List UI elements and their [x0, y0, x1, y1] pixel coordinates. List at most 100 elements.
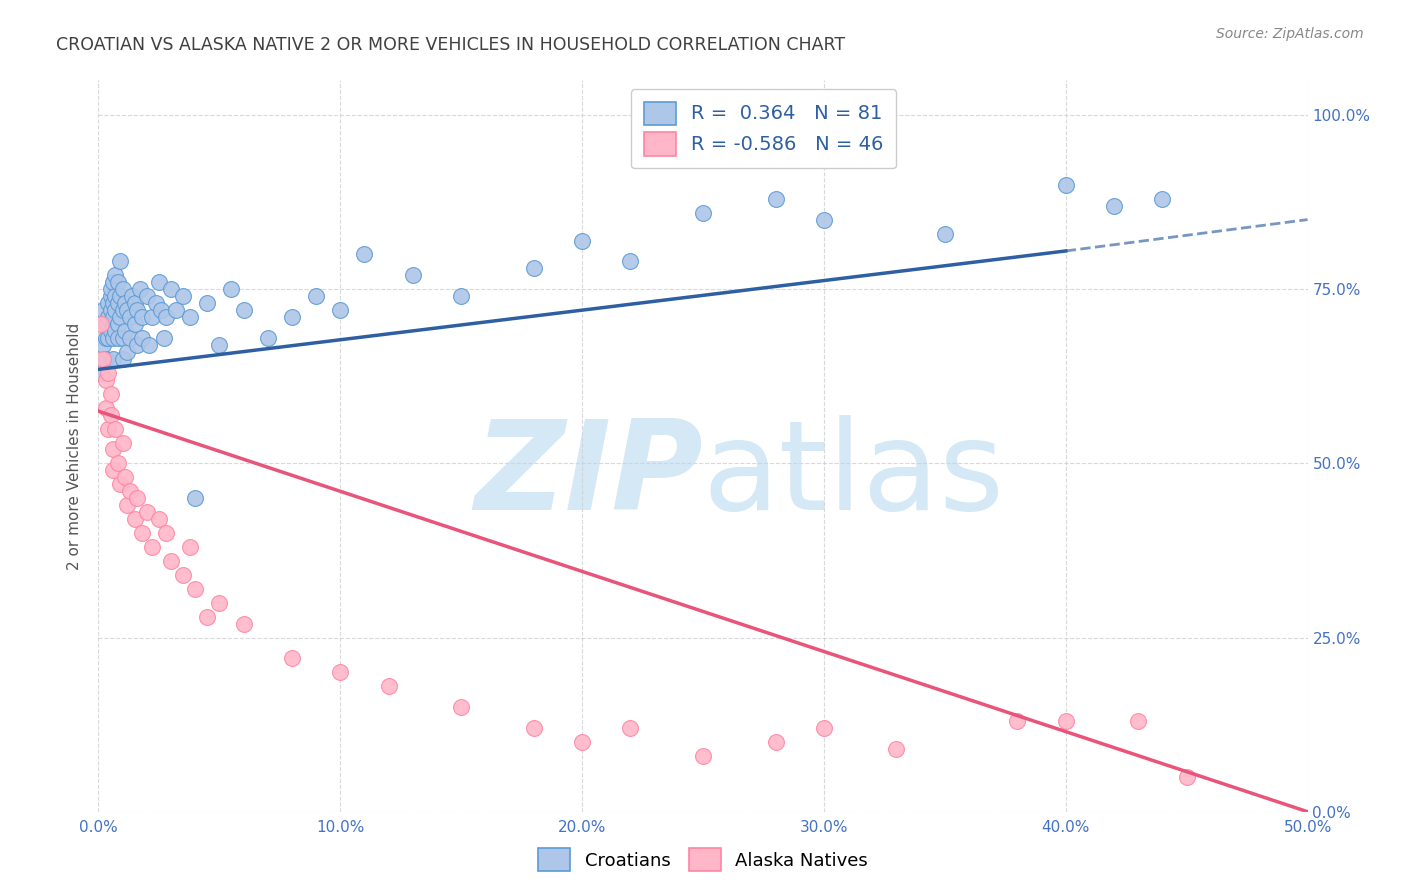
Point	[305, 289, 328, 303]
Point	[402, 268, 425, 283]
Point	[107, 457, 129, 471]
Point	[114, 296, 136, 310]
Point	[934, 227, 956, 241]
Point	[91, 338, 114, 352]
Point	[104, 289, 127, 303]
Point	[353, 247, 375, 261]
Point	[101, 442, 124, 457]
Point	[107, 317, 129, 331]
Y-axis label: 2 or more Vehicles in Household: 2 or more Vehicles in Household	[67, 322, 83, 570]
Point	[111, 435, 134, 450]
Point	[256, 331, 278, 345]
Point	[179, 310, 201, 325]
Point	[886, 742, 908, 756]
Point	[104, 324, 127, 338]
Point	[450, 700, 472, 714]
Point	[1054, 178, 1077, 192]
Point	[100, 408, 122, 422]
Point	[108, 310, 131, 325]
Point	[111, 331, 134, 345]
Point	[97, 366, 120, 380]
Point	[1054, 714, 1077, 728]
Point	[124, 296, 146, 310]
Point	[107, 331, 129, 345]
Point	[104, 303, 127, 318]
Point	[141, 310, 163, 325]
Point	[160, 554, 183, 568]
Point	[90, 317, 112, 331]
Point	[765, 735, 787, 749]
Point	[94, 401, 117, 415]
Point	[208, 596, 231, 610]
Point	[100, 386, 122, 401]
Point	[195, 296, 218, 310]
Point	[91, 303, 114, 318]
Point	[101, 275, 124, 289]
Point	[101, 310, 124, 325]
Point	[221, 282, 243, 296]
Point	[111, 303, 134, 318]
Point	[90, 366, 112, 380]
Point	[141, 540, 163, 554]
Point	[232, 616, 254, 631]
Point	[117, 498, 139, 512]
Text: atlas: atlas	[703, 415, 1005, 536]
Point	[100, 282, 122, 296]
Point	[172, 289, 194, 303]
Point	[101, 351, 124, 366]
Point	[232, 303, 254, 318]
Point	[184, 582, 207, 596]
Point	[692, 749, 714, 764]
Point	[160, 282, 183, 296]
Point	[97, 310, 120, 325]
Point	[117, 345, 139, 359]
Point	[450, 289, 472, 303]
Point	[127, 303, 149, 318]
Point	[329, 303, 352, 318]
Point	[619, 254, 641, 268]
Point	[94, 373, 117, 387]
Point	[813, 212, 835, 227]
Point	[148, 275, 170, 289]
Point	[97, 331, 120, 345]
Point	[111, 351, 134, 366]
Point	[131, 331, 153, 345]
Point	[97, 421, 120, 435]
Point	[114, 470, 136, 484]
Point	[523, 261, 546, 276]
Point	[121, 289, 143, 303]
Point	[118, 484, 141, 499]
Text: ZIP: ZIP	[474, 415, 703, 536]
Point	[377, 679, 399, 693]
Point	[135, 505, 157, 519]
Point	[208, 338, 231, 352]
Point	[108, 289, 131, 303]
Point	[179, 540, 201, 554]
Point	[172, 567, 194, 582]
Point	[692, 205, 714, 219]
Point	[148, 512, 170, 526]
Point	[813, 721, 835, 735]
Point	[94, 317, 117, 331]
Point	[97, 296, 120, 310]
Point	[108, 254, 131, 268]
Point	[107, 275, 129, 289]
Point	[107, 296, 129, 310]
Point	[1102, 199, 1125, 213]
Point	[1128, 714, 1150, 728]
Text: Source: ZipAtlas.com: Source: ZipAtlas.com	[1216, 27, 1364, 41]
Point	[111, 282, 134, 296]
Point	[94, 351, 117, 366]
Point	[184, 491, 207, 506]
Point	[281, 651, 304, 665]
Point	[101, 463, 124, 477]
Point	[127, 491, 149, 506]
Point	[281, 310, 304, 325]
Point	[124, 512, 146, 526]
Point	[131, 526, 153, 541]
Point	[155, 310, 177, 325]
Point	[100, 324, 122, 338]
Point	[131, 310, 153, 325]
Point	[523, 721, 546, 735]
Point	[135, 289, 157, 303]
